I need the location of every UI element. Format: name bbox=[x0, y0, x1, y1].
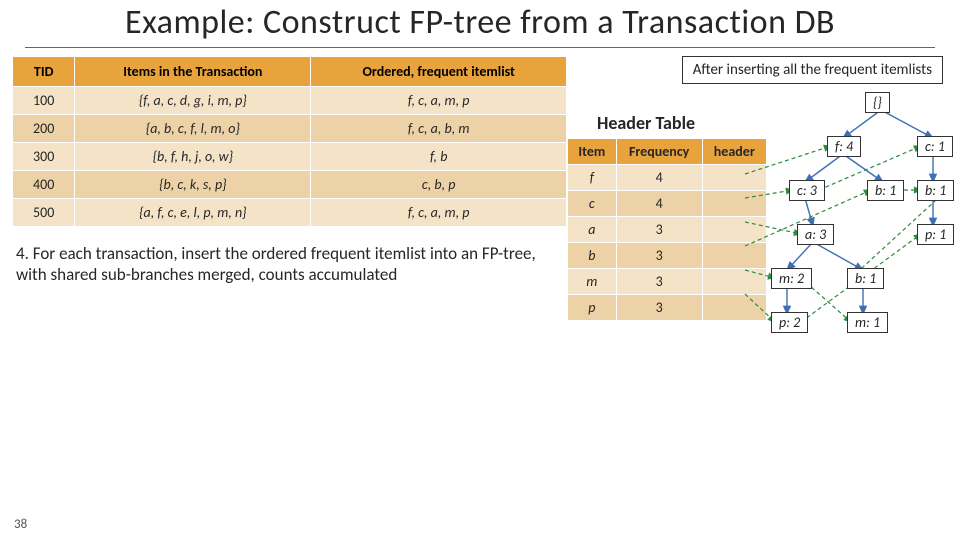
table-row: 200{a, b, c, f, l, m, o}f, c, a, b, m bbox=[13, 115, 567, 143]
tx-cell: {f, a, c, d, g, i, m, p} bbox=[75, 87, 311, 115]
tx-cell: 100 bbox=[13, 87, 75, 115]
tx-cell: {a, b, c, f, l, m, o} bbox=[75, 115, 311, 143]
page-number: 38 bbox=[14, 517, 27, 532]
table-row: 100{f, a, c, d, g, i, m, p}f, c, a, m, p bbox=[13, 87, 567, 115]
step-text: 4. For each transaction, insert the orde… bbox=[12, 227, 567, 286]
tx-cell: {b, c, k, s, p} bbox=[75, 171, 311, 199]
tx-cell: f, b bbox=[311, 143, 567, 171]
tree-node: p: 2 bbox=[771, 312, 808, 333]
left-column: TIDItems in the TransactionOrdered, freq… bbox=[12, 56, 567, 286]
main-content: TIDItems in the TransactionOrdered, freq… bbox=[0, 56, 960, 286]
tx-cell: 500 bbox=[13, 199, 75, 227]
tree-node: b: 1 bbox=[847, 268, 884, 289]
tx-cell: f, c, a, m, p bbox=[311, 87, 567, 115]
tree-node: c: 3 bbox=[789, 180, 825, 201]
tx-cell: 400 bbox=[13, 171, 75, 199]
right-column: After inserting all the frequent itemlis… bbox=[567, 56, 947, 286]
tx-cell: f, c, a, m, p bbox=[311, 199, 567, 227]
tree-node: m: 2 bbox=[771, 268, 812, 289]
tx-header-cell: Items in the Transaction bbox=[75, 57, 311, 87]
tx-header-cell: TID bbox=[13, 57, 75, 87]
tx-cell: {a, f, c, e, l, p, m, n} bbox=[75, 199, 311, 227]
table-row: 300{b, f, h, j, o, w}f, b bbox=[13, 143, 567, 171]
tx-cell: 200 bbox=[13, 115, 75, 143]
tx-cell: c, b, p bbox=[311, 171, 567, 199]
tx-cell: f, c, a, b, m bbox=[311, 115, 567, 143]
tx-cell: {b, f, h, j, o, w} bbox=[75, 143, 311, 171]
tree-node: b: 1 bbox=[917, 180, 954, 201]
tree-node: c: 1 bbox=[917, 136, 953, 157]
tx-cell: 300 bbox=[13, 143, 75, 171]
tree-node: f: 4 bbox=[827, 136, 861, 157]
tx-header-cell: Ordered, frequent itemlist bbox=[311, 57, 567, 87]
page-title: Example: Construct FP-tree from a Transa… bbox=[0, 0, 960, 47]
title-rule bbox=[25, 47, 935, 48]
tree-node: a: 3 bbox=[797, 224, 834, 245]
transaction-table: TIDItems in the TransactionOrdered, freq… bbox=[12, 56, 567, 227]
tree-node: p: 1 bbox=[917, 224, 954, 245]
table-row: 500{a, f, c, e, l, p, m, n}f, c, a, m, p bbox=[13, 199, 567, 227]
table-row: 400{b, c, k, s, p}c, b, p bbox=[13, 171, 567, 199]
tree-node: m: 1 bbox=[847, 312, 888, 333]
tree-node: {} bbox=[865, 92, 890, 113]
tree-node: b: 1 bbox=[867, 180, 904, 201]
